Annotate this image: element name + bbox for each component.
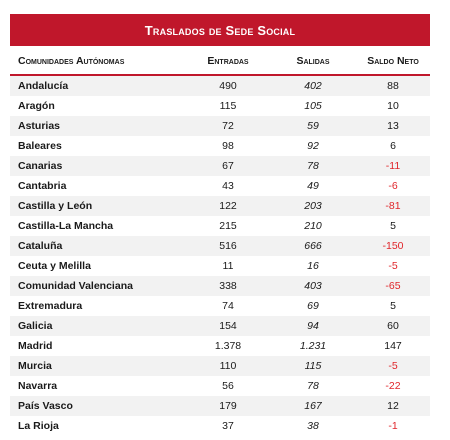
saldo-neto-cell: -1 <box>388 420 398 432</box>
entradas-cell: 122 <box>219 200 237 212</box>
table-row: Andalucía 490 402 88 <box>10 76 430 96</box>
salidas-cell: 69 <box>307 300 319 312</box>
region-cell: Comunidad Valenciana <box>18 280 133 292</box>
table-row: Galicia 154 94 60 <box>10 316 430 336</box>
saldo-neto-cell: 147 <box>384 340 402 352</box>
table-body: Andalucía 490 402 88 Aragón 115 105 10 Asturias 7… <box>10 76 430 436</box>
table-title: Traslados de Sede Social <box>10 14 430 46</box>
entradas-cell: 98 <box>222 140 234 152</box>
saldo-neto-cell: 13 <box>387 120 399 132</box>
entradas-cell: 516 <box>219 240 237 252</box>
salidas-cell: 49 <box>307 180 319 192</box>
table-row: Castilla-La Mancha 215 210 5 <box>10 216 430 236</box>
salidas-cell: 78 <box>307 380 319 392</box>
region-cell: Baleares <box>18 140 62 152</box>
saldo-neto-cell: -6 <box>388 180 398 192</box>
entradas-cell: 72 <box>222 120 234 132</box>
saldo-neto-cell: -5 <box>388 260 398 272</box>
saldo-neto-cell: -5 <box>388 360 398 372</box>
region-cell: Canarias <box>18 160 63 172</box>
entradas-cell: 67 <box>222 160 234 172</box>
saldo-neto-cell: -81 <box>385 200 401 212</box>
table-row: Castilla y León 122 203 -81 <box>10 196 430 216</box>
saldo-neto-cell: 5 <box>390 300 396 312</box>
region-cell: Navarra <box>18 380 58 392</box>
salidas-cell: 403 <box>304 280 322 292</box>
salidas-cell: 92 <box>307 140 319 152</box>
table-row: Asturias 72 59 13 <box>10 116 430 136</box>
entradas-cell: 115 <box>219 100 237 112</box>
salidas-cell: 167 <box>304 400 322 412</box>
salidas-cell: 94 <box>307 320 319 332</box>
salidas-cell: 16 <box>307 260 319 272</box>
table-row: Canarias 67 78 -11 <box>10 156 430 176</box>
region-cell: Castilla y León <box>18 200 93 212</box>
header-region: Comunidades Autónomas <box>18 55 125 67</box>
table-row: Cantabria 43 49 -6 <box>10 176 430 196</box>
saldo-neto-cell: 6 <box>390 140 396 152</box>
table-row: Comunidad Valenciana 338 403 -65 <box>10 276 430 296</box>
saldo-neto-cell: -22 <box>385 380 401 392</box>
table-row: Murcia 110 115 -5 <box>10 356 430 376</box>
region-cell: País Vasco <box>18 400 73 412</box>
region-cell: Ceuta y Melilla <box>18 260 91 272</box>
entradas-cell: 1.378 <box>214 340 242 352</box>
entradas-cell: 338 <box>219 280 237 292</box>
region-cell: Madrid <box>18 340 53 352</box>
saldo-neto-cell: -65 <box>385 280 401 292</box>
saldo-neto-cell: 88 <box>387 80 399 92</box>
salidas-cell: 115 <box>304 360 322 372</box>
region-cell: Aragón <box>18 100 55 112</box>
entradas-cell: 56 <box>222 380 234 392</box>
table-row: Ceuta y Melilla 11 16 -5 <box>10 256 430 276</box>
table-header: Comunidades Autónomas Entradas Salidas S… <box>10 48 430 76</box>
region-cell: Cantabria <box>18 180 67 192</box>
saldo-neto-cell: 12 <box>387 400 399 412</box>
region-cell: Extremadura <box>18 300 83 312</box>
entradas-cell: 179 <box>219 400 237 412</box>
salidas-cell: 1.231 <box>299 340 327 352</box>
salidas-cell: 105 <box>304 100 322 112</box>
salidas-cell: 666 <box>304 240 322 252</box>
table-row: La Rioja 37 38 -1 <box>10 416 430 436</box>
table-row: Cataluña 516 666 -150 <box>10 236 430 256</box>
region-cell: Galicia <box>18 320 53 332</box>
region-cell: La Rioja <box>18 420 59 432</box>
salidas-cell: 402 <box>304 80 322 92</box>
header-entradas: Entradas <box>207 55 249 67</box>
table-row: Baleares 98 92 6 <box>10 136 430 156</box>
salidas-cell: 38 <box>307 420 319 432</box>
region-cell: Murcia <box>18 360 52 372</box>
region-cell: Andalucía <box>18 80 69 92</box>
table-row: Extremadura 74 69 5 <box>10 296 430 316</box>
header-saldo-neto: Saldo Neto <box>367 55 419 67</box>
entradas-cell: 43 <box>222 180 234 192</box>
region-cell: Cataluña <box>18 240 63 252</box>
entradas-cell: 215 <box>219 220 237 232</box>
salidas-cell: 210 <box>304 220 322 232</box>
region-cell: Asturias <box>18 120 61 132</box>
table-row: País Vasco 179 167 12 <box>10 396 430 416</box>
region-cell: Castilla-La Mancha <box>18 220 114 232</box>
saldo-neto-cell: 5 <box>390 220 396 232</box>
salidas-cell: 78 <box>307 160 319 172</box>
entradas-cell: 74 <box>222 300 234 312</box>
table-row: Aragón 115 105 10 <box>10 96 430 116</box>
salidas-cell: 203 <box>304 200 322 212</box>
table-row: Madrid 1.378 1.231 147 <box>10 336 430 356</box>
table-row: Navarra 56 78 -22 <box>10 376 430 396</box>
salidas-cell: 59 <box>307 120 319 132</box>
entradas-cell: 11 <box>222 260 234 272</box>
entradas-cell: 37 <box>222 420 234 432</box>
saldo-neto-cell: 10 <box>387 100 399 112</box>
header-salidas: Salidas <box>296 55 330 67</box>
saldo-neto-cell: -150 <box>382 240 404 252</box>
saldo-neto-cell: -11 <box>385 160 401 172</box>
saldo-neto-cell: 60 <box>387 320 399 332</box>
entradas-cell: 110 <box>219 360 237 372</box>
entradas-cell: 154 <box>219 320 237 332</box>
entradas-cell: 490 <box>219 80 237 92</box>
